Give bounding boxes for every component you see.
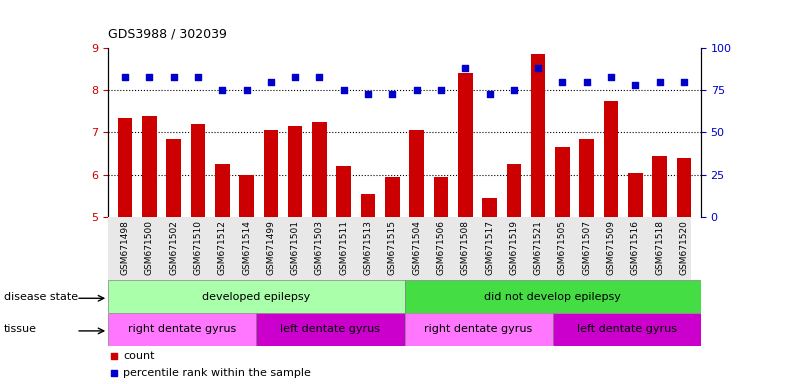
Text: tissue: tissue [4,324,37,334]
Point [532,65,545,71]
Text: GSM671508: GSM671508 [461,220,469,275]
Bar [531,55,545,217]
Bar [142,116,157,217]
Bar [336,166,351,217]
Text: GSM671517: GSM671517 [485,220,494,275]
Text: GSM671513: GSM671513 [364,220,372,275]
Point [119,74,131,80]
Bar [506,164,521,217]
Point [653,79,666,85]
Text: GSM671519: GSM671519 [509,220,518,275]
Point [434,87,447,93]
Text: GSM671499: GSM671499 [267,220,276,275]
Text: GSM671518: GSM671518 [655,220,664,275]
Text: GSM671506: GSM671506 [437,220,445,275]
Point [556,79,569,85]
Point [629,82,642,88]
Text: GSM671516: GSM671516 [630,220,640,275]
Bar [405,313,553,346]
Bar [264,131,278,217]
Bar [360,194,376,217]
Text: GSM671507: GSM671507 [582,220,591,275]
Point [240,87,253,93]
Text: did not develop epilepsy: did not develop epilepsy [485,291,621,302]
Bar [604,101,618,217]
Point [264,79,277,85]
Text: GSM671502: GSM671502 [169,220,179,275]
Text: GSM671521: GSM671521 [533,220,542,275]
Bar [108,313,256,346]
Bar [579,139,594,217]
Bar [652,156,667,217]
Text: GSM671504: GSM671504 [413,220,421,275]
Text: GSM671520: GSM671520 [679,220,688,275]
Point [337,87,350,93]
Point [386,91,399,97]
Text: GSM671509: GSM671509 [606,220,615,275]
Point [107,369,120,376]
Text: right dentate gyrus: right dentate gyrus [128,324,236,334]
Bar [108,280,405,313]
Text: GSM671505: GSM671505 [558,220,567,275]
Text: disease state: disease state [4,291,78,302]
Bar [433,177,449,217]
Bar [385,177,400,217]
Text: percentile rank within the sample: percentile rank within the sample [123,367,311,377]
Bar [458,73,473,217]
Text: GSM671501: GSM671501 [291,220,300,275]
Bar [167,139,181,217]
Text: GSM671511: GSM671511 [340,220,348,275]
Point [289,74,302,80]
Text: GSM671512: GSM671512 [218,220,227,275]
Bar [482,198,497,217]
Bar [288,126,303,217]
Text: GDS3988 / 302039: GDS3988 / 302039 [108,27,227,40]
Bar [405,280,701,313]
Text: GSM671500: GSM671500 [145,220,154,275]
Point [483,91,496,97]
Bar [239,175,254,217]
Point [459,65,472,71]
Text: GSM671515: GSM671515 [388,220,396,275]
Point [143,74,156,80]
Point [191,74,204,80]
Point [580,79,593,85]
Point [678,79,690,85]
Bar [256,313,405,346]
Point [410,87,423,93]
Text: GSM671498: GSM671498 [121,220,130,275]
Point [507,87,520,93]
Text: right dentate gyrus: right dentate gyrus [425,324,533,334]
Text: developed epilepsy: developed epilepsy [202,291,311,302]
Bar [312,122,327,217]
Bar [215,164,230,217]
Text: left dentate gyrus: left dentate gyrus [280,324,380,334]
Point [313,74,326,80]
Point [167,74,180,80]
Bar [677,158,691,217]
Text: left dentate gyrus: left dentate gyrus [577,324,677,334]
Point [216,87,229,93]
Point [362,91,375,97]
Text: GSM671503: GSM671503 [315,220,324,275]
Bar [628,173,642,217]
Bar [191,124,205,217]
Bar [555,147,570,217]
Bar [118,118,132,217]
Bar [553,313,701,346]
Bar [409,131,424,217]
Text: count: count [123,351,155,361]
Text: GSM671510: GSM671510 [194,220,203,275]
Point [605,74,618,80]
Point [107,353,120,359]
Text: GSM671514: GSM671514 [242,220,251,275]
